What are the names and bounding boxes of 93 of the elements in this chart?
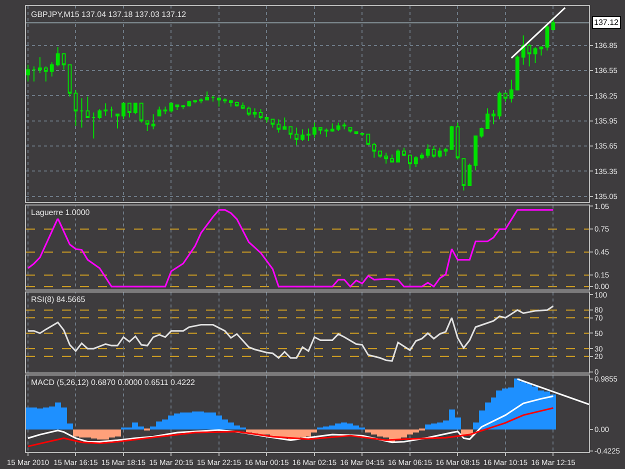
candlestick xyxy=(348,127,352,134)
candlestick xyxy=(104,102,108,116)
candlestick xyxy=(444,147,448,157)
candlestick xyxy=(252,108,257,118)
candlestick xyxy=(545,24,550,51)
candlestick xyxy=(32,66,36,82)
candlestick xyxy=(492,109,496,125)
candlestick xyxy=(133,102,138,115)
candlestick xyxy=(426,144,430,158)
candlestick xyxy=(396,148,400,162)
candlestick xyxy=(222,98,227,104)
candlestick xyxy=(378,150,382,158)
candlestick xyxy=(300,128,304,142)
candlestick xyxy=(157,106,162,116)
candlestick xyxy=(264,116,269,124)
candlestick xyxy=(288,126,293,139)
candlestick xyxy=(498,91,502,120)
candlestick xyxy=(318,127,322,135)
candlestick xyxy=(384,152,388,164)
candlestick xyxy=(527,43,532,67)
candlestick xyxy=(199,98,204,104)
candlestick xyxy=(74,89,78,126)
candlestick xyxy=(462,158,466,191)
candlestick xyxy=(551,17,556,31)
candlestick xyxy=(116,114,120,129)
candlestick xyxy=(521,34,526,66)
candlestick xyxy=(432,146,436,158)
candlestick xyxy=(122,102,126,120)
candlestick xyxy=(246,106,251,116)
candlestick xyxy=(468,163,472,186)
candlestick xyxy=(62,52,66,70)
candlestick xyxy=(372,142,376,158)
candlestick xyxy=(515,54,520,90)
candlestick xyxy=(98,108,102,120)
candlestick xyxy=(26,64,30,82)
candlestick xyxy=(86,96,90,118)
candlestick xyxy=(205,91,209,100)
candlestick xyxy=(38,56,42,74)
candlestick xyxy=(50,62,54,77)
line-series xyxy=(27,305,554,362)
candlestick xyxy=(92,112,96,139)
text: GBPJPY,M15 137.04 137.18 137.03 137.12 xyxy=(31,10,187,19)
candlestick xyxy=(312,122,316,138)
candlestick xyxy=(228,99,233,108)
candlestick xyxy=(533,46,538,64)
candlestick xyxy=(474,135,478,171)
candlestick xyxy=(324,128,328,138)
candlestick xyxy=(306,128,310,142)
candlestick xyxy=(503,92,508,102)
chart-title: MACD (5,26,12) 0.6870 0.0000 0.6511 0.4222 xyxy=(31,378,196,387)
candlestick xyxy=(234,101,239,108)
candlestick xyxy=(276,118,281,134)
line-series xyxy=(27,395,554,444)
chart-title: RSI(8) 84.5665 xyxy=(31,295,86,304)
candlestick xyxy=(342,122,346,130)
candlestick xyxy=(175,104,180,110)
candlestick xyxy=(456,122,460,160)
candlestick xyxy=(68,64,72,98)
candlestick xyxy=(420,152,424,160)
candlestick xyxy=(127,102,132,118)
candlestick xyxy=(539,46,544,56)
candlestick xyxy=(336,122,340,132)
candlestick xyxy=(294,127,299,146)
candlestick xyxy=(44,66,48,82)
candlestick xyxy=(486,108,490,129)
candlestick xyxy=(110,106,114,118)
candlestick xyxy=(438,147,442,158)
candlestick xyxy=(270,118,275,128)
candlestick xyxy=(217,98,221,108)
candlestick xyxy=(414,156,418,168)
candlestick xyxy=(366,134,370,146)
candlestick xyxy=(56,46,60,67)
candlestick xyxy=(360,132,364,136)
candlestick xyxy=(258,108,263,120)
candlestick xyxy=(211,95,215,102)
line-series xyxy=(27,407,554,448)
candlestick xyxy=(480,127,484,138)
candlestick xyxy=(509,79,514,103)
candlestick xyxy=(408,154,412,170)
candlestick xyxy=(145,120,150,132)
candlestick xyxy=(181,104,186,110)
candlestick xyxy=(151,114,156,130)
candlestick xyxy=(139,102,144,124)
ref-line-label: 137.12 xyxy=(594,18,620,27)
candlestick xyxy=(402,147,406,157)
candlestick xyxy=(330,122,334,132)
candlestick xyxy=(187,100,192,108)
candlestick xyxy=(80,98,84,128)
candlestick xyxy=(163,106,168,115)
candlestick xyxy=(282,117,287,130)
candlestick xyxy=(240,102,245,110)
candlestick xyxy=(390,154,394,162)
chart-title: Laguerre 1.0000 xyxy=(31,208,90,217)
